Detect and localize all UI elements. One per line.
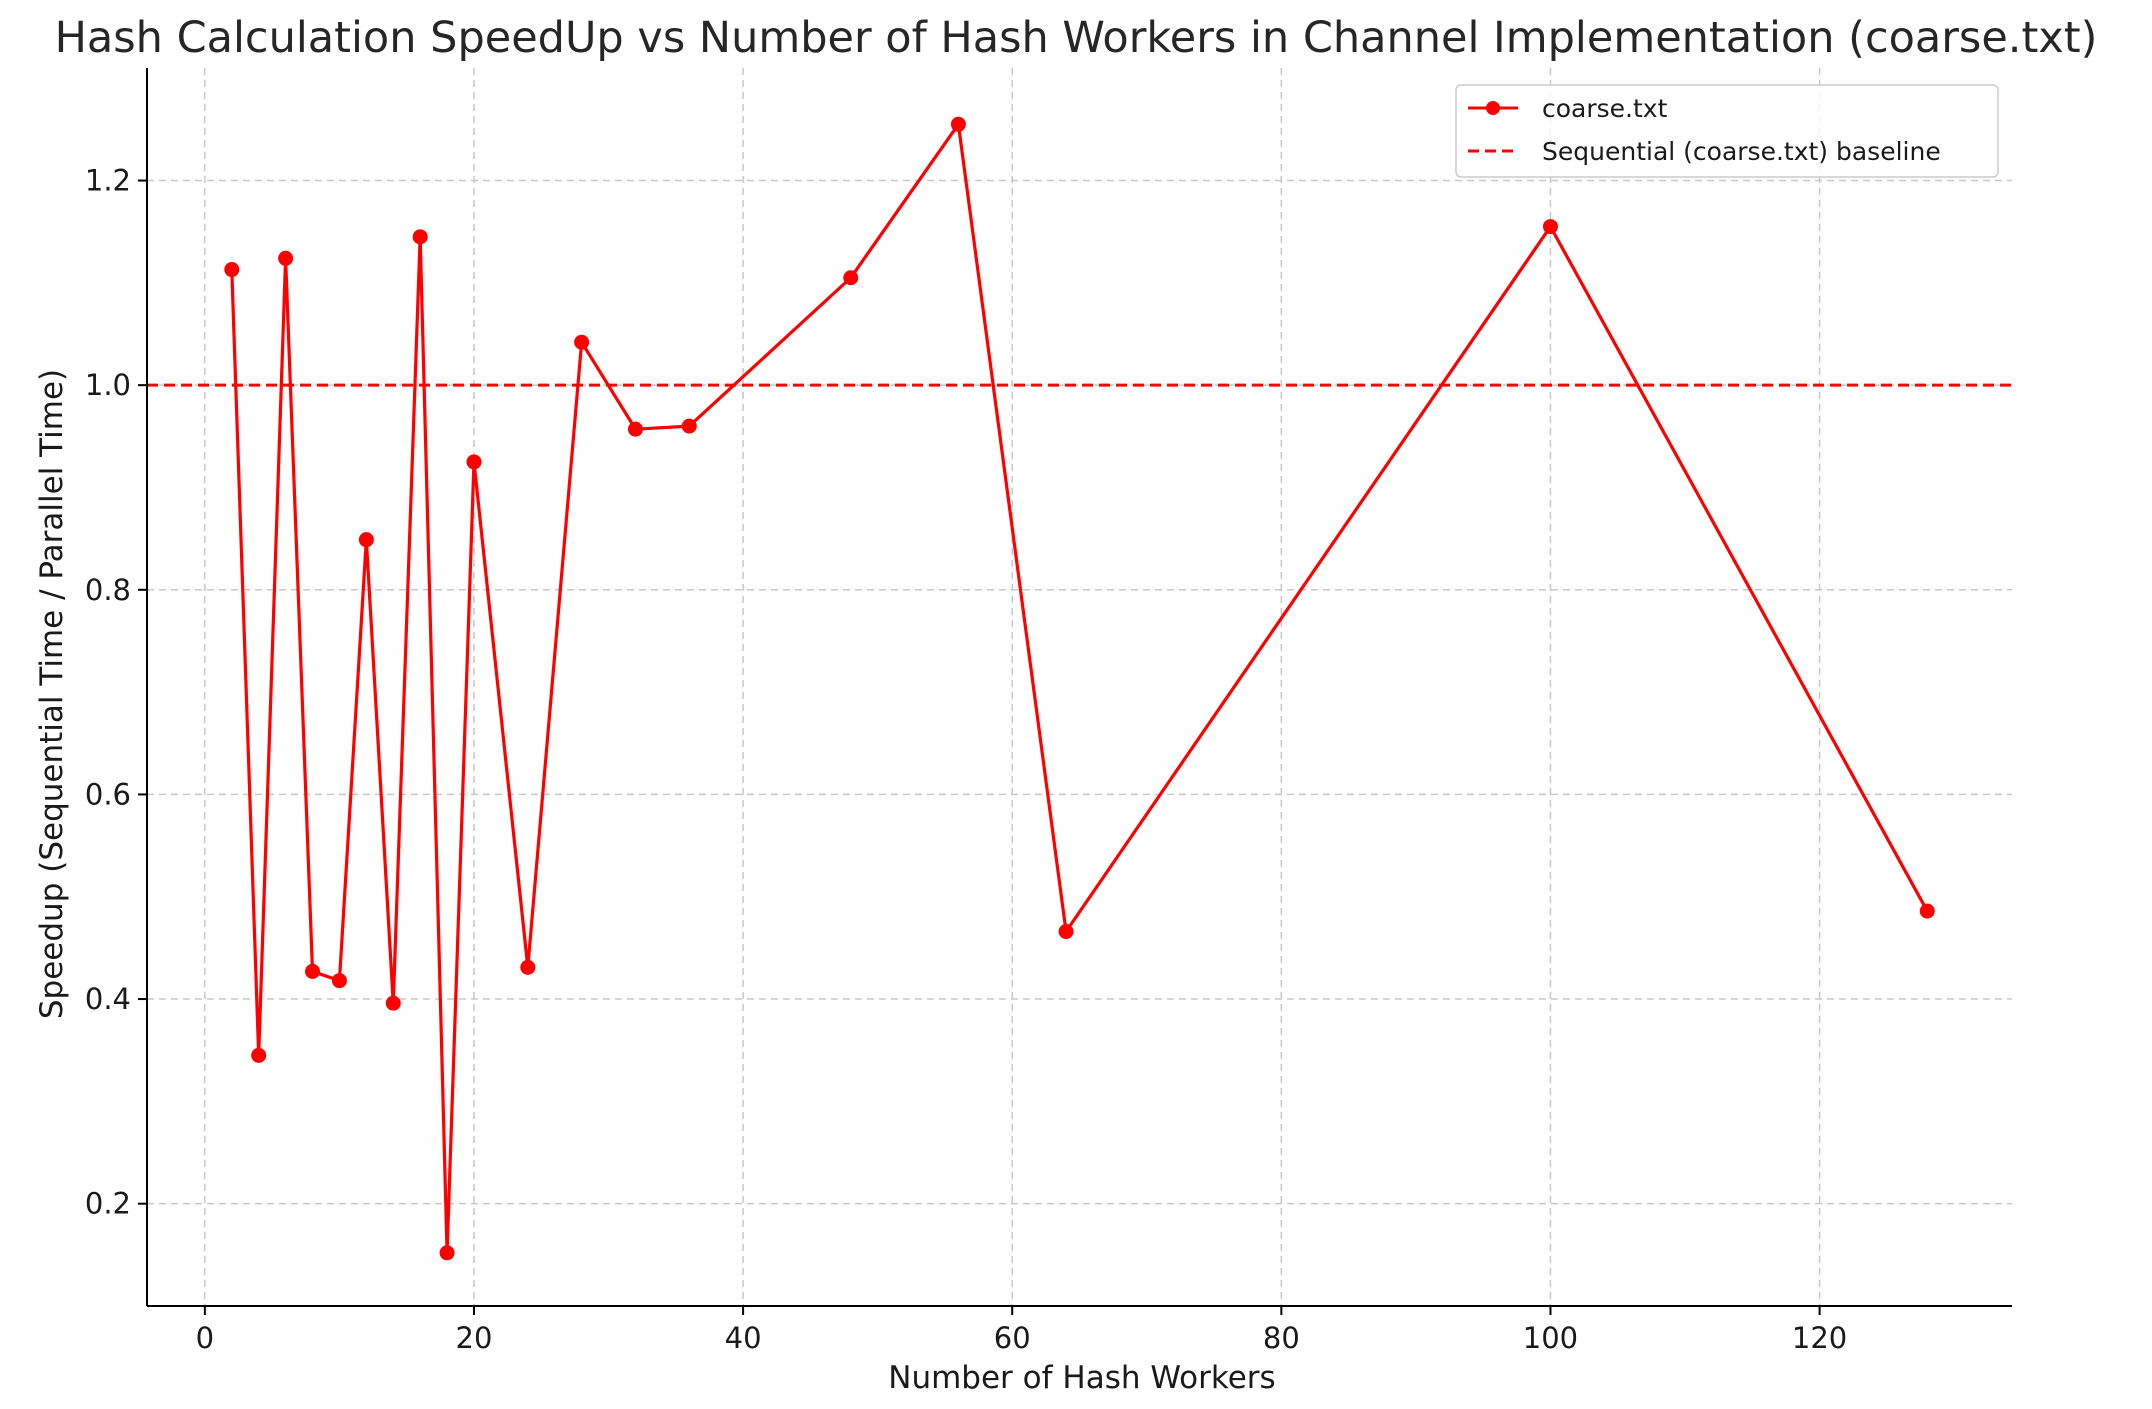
y-tick-label: 0.8 (85, 573, 131, 607)
data-point (224, 262, 240, 278)
legend: coarse.txt Sequential (coarse.txt) basel… (1455, 84, 1999, 178)
data-point (950, 116, 966, 132)
x-tick-label: 0 (196, 1321, 214, 1355)
data-point (627, 421, 643, 437)
series-line (230, 122, 1929, 1255)
y-tick-label: 0.2 (85, 1187, 131, 1221)
x-tick-label: 80 (1263, 1321, 1300, 1355)
chart-title: Hash Calculation SpeedUp vs Number of Ha… (55, 13, 2098, 63)
data-point (843, 270, 859, 286)
y-tick-label: 1.2 (85, 164, 131, 198)
data-point (278, 250, 294, 266)
data-point (331, 973, 347, 989)
series-layer (224, 116, 1935, 1261)
y-tick-label: 0.4 (85, 982, 131, 1016)
legend-box (1455, 84, 1999, 178)
grid-layer (147, 68, 2012, 1306)
legend-label-series: coarse.txt (1542, 94, 1668, 123)
data-point (520, 959, 536, 975)
data-point (358, 532, 374, 548)
x-tick-label: 100 (1523, 1321, 1578, 1355)
x-tick-label: 120 (1792, 1321, 1847, 1355)
x-tick-label: 60 (994, 1321, 1031, 1355)
y-axis-label: Speedup (Sequential Time / Parallel Time… (34, 369, 70, 1019)
data-point (412, 229, 428, 245)
data-point (1058, 924, 1074, 940)
data-point (681, 418, 697, 434)
data-point (439, 1245, 455, 1261)
axes-layer: 0 20 40 60 80 100 120 0.2 0.4 0.6 0.8 1.0 1.2 (85, 68, 2012, 1355)
legend-marker-series (1486, 101, 1500, 115)
data-point (251, 1047, 267, 1063)
data-point (385, 995, 401, 1011)
data-point (1919, 903, 1935, 919)
y-tick-label: 1.0 (85, 368, 131, 402)
data-point (574, 334, 590, 350)
y-tick-label: 0.6 (85, 777, 131, 811)
data-point (1542, 219, 1558, 235)
x-axis-label: Number of Hash Workers (888, 1360, 1275, 1396)
data-point (305, 963, 321, 979)
legend-label-baseline: Sequential (coarse.txt) baseline (1542, 137, 1941, 166)
x-tick-label: 40 (725, 1321, 762, 1355)
x-tick-label: 20 (456, 1321, 493, 1355)
data-point (466, 454, 482, 470)
